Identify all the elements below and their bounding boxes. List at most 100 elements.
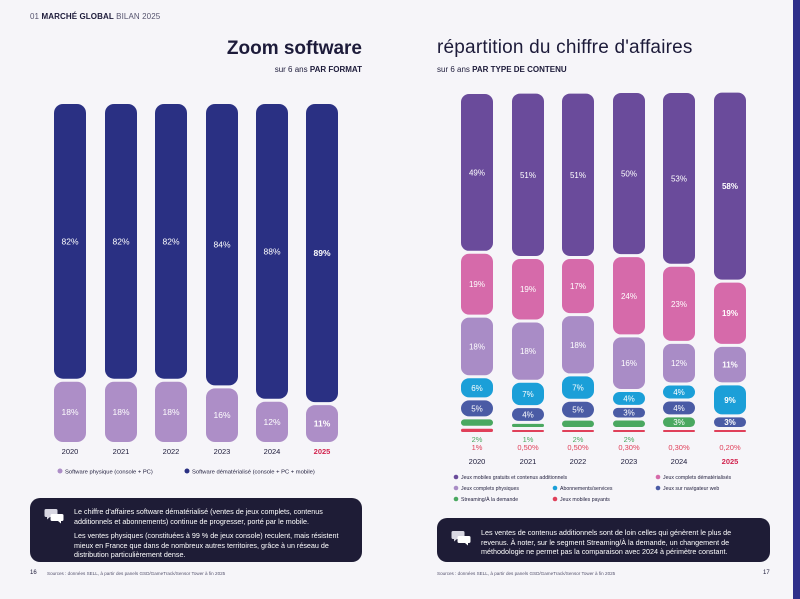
bar-streaming-a-la-demande-2020	[461, 419, 493, 426]
note-right-paragraph-1: Les ventes de contenus additionnels sont…	[481, 528, 732, 557]
data-label: 89%	[313, 248, 330, 258]
bar-software-dematerialise-console-pc-mobile-2020	[54, 104, 86, 379]
left-subtitle-bold: PAR FORMAT	[309, 65, 362, 74]
bar-jeux-sur-navigateur-web-2021	[512, 408, 544, 421]
bar-software-dematerialise-console-pc-mobile-2023	[206, 104, 238, 386]
legend-swatch	[57, 468, 63, 474]
bar-abonnements-services-2023	[613, 391, 645, 405]
data-label: 2%	[472, 435, 483, 444]
bar-jeux-complets-dematerialises-2021	[512, 258, 544, 320]
bar-jeux-mobiles-payants-2024	[663, 430, 695, 432]
bar-jeux-complets-physiques-2022	[562, 316, 594, 374]
data-label: 53%	[671, 174, 687, 183]
x-tick-label: 2025	[314, 447, 331, 456]
legend-swatch	[655, 474, 661, 480]
bar-software-physique-console-pc-2023	[206, 388, 238, 442]
data-label: 19%	[722, 309, 738, 318]
page-number-left: 16	[30, 570, 37, 576]
data-label: 88%	[263, 246, 280, 256]
legend-label: Jeux mobiles gratuits et contenus additi…	[461, 475, 568, 481]
x-tick-label: 2023	[214, 447, 231, 456]
data-label: 2%	[573, 435, 584, 444]
data-label: 4%	[673, 388, 685, 397]
right-subtitle-prefix: sur 6 ans	[437, 65, 473, 74]
section-title: MARCHÉ GLOBAL	[41, 12, 114, 21]
note-right: Les ventes de contenus additionnels sont…	[437, 518, 770, 562]
chat-bubbles-icon	[451, 531, 471, 546]
source-left: Sources : données SELL, à partir des pan…	[47, 571, 226, 576]
section-subtitle: BILAN 2025	[116, 12, 161, 21]
x-tick-label: 2021	[520, 457, 537, 466]
chat-bubbles-icon	[44, 509, 64, 524]
data-label: 0,30%	[618, 443, 640, 452]
source-right: Sources : données SELL, à partir des pan…	[437, 571, 616, 576]
bar-software-physique-console-pc-2021	[105, 381, 137, 442]
data-label: 82%	[112, 236, 129, 246]
legend-swatch	[453, 485, 459, 491]
bar-jeux-sur-navigateur-web-2022	[562, 401, 594, 418]
data-label: 4%	[522, 410, 534, 419]
data-label: 1%	[523, 435, 534, 444]
data-label: 0,50%	[567, 443, 589, 452]
x-tick-label: 2021	[113, 447, 130, 456]
x-tick-label: 2024	[671, 457, 688, 466]
right-chart-title: répartition du chiffre d'affaires	[437, 37, 693, 58]
data-label: 19%	[520, 285, 536, 294]
data-label: 3%	[623, 409, 635, 418]
legend-swatch	[453, 496, 459, 502]
x-tick-label: 2020	[469, 457, 486, 466]
data-label: 82%	[61, 236, 78, 246]
bar-jeux-sur-navigateur-web-2020	[461, 400, 493, 417]
note-left-paragraph-1: Le chiffre d'affaires software dématéria…	[74, 507, 323, 526]
right-chart-subtitle: sur 6 ans PAR TYPE DE CONTENU	[437, 65, 567, 74]
data-label: 16%	[213, 410, 230, 420]
data-label: 4%	[673, 404, 685, 413]
bar-jeux-complets-dematerialises-2022	[562, 258, 594, 314]
bar-jeux-complets-dematerialises-2024	[663, 266, 695, 341]
data-label: 5%	[471, 404, 483, 413]
x-tick-label: 2024	[264, 447, 281, 456]
legend-swatch	[453, 474, 459, 480]
legend-swatch	[184, 468, 190, 474]
legend-label: Software physique (console + PC)	[65, 470, 153, 476]
bar-streaming-a-la-demande-2022	[562, 420, 594, 427]
data-label: 18%	[162, 407, 179, 417]
data-label: 19%	[469, 280, 485, 289]
data-label: 12%	[671, 359, 687, 368]
bar-streaming-a-la-demande-2021	[512, 423, 544, 427]
bar-streaming-a-la-demande-2024	[663, 417, 695, 427]
data-label: 0,20%	[719, 443, 741, 452]
x-tick-label: 2023	[621, 457, 638, 466]
bar-jeux-mobiles-gratuits-et-contenus-additionnels-2024	[663, 92, 695, 264]
bar-abonnements-services-2025	[714, 385, 746, 415]
legend-label: Jeux complets physiques	[461, 486, 519, 492]
x-tick-label: 2022	[163, 447, 180, 456]
bar-abonnements-services-2024	[663, 385, 695, 399]
data-label: 51%	[570, 171, 586, 180]
bar-jeux-complets-physiques-2025	[714, 346, 746, 383]
bar-jeux-mobiles-payants-2022	[562, 430, 594, 432]
legend-swatch	[552, 485, 558, 491]
page-number-right: 17	[763, 570, 770, 576]
bar-abonnements-services-2021	[512, 382, 544, 406]
data-label: 16%	[621, 359, 637, 368]
x-tick-label: 2025	[722, 457, 739, 466]
data-label: 11%	[314, 419, 331, 429]
legend-label: Abonnements/services	[560, 486, 613, 492]
left-subtitle-prefix: sur 6 ans	[274, 65, 310, 74]
legend-label: Software dématérialisé (console + PC + m…	[192, 470, 315, 476]
data-label: 3%	[673, 418, 685, 427]
left-chart-title: Zoom software	[226, 38, 362, 59]
data-label: 7%	[522, 390, 534, 399]
bar-jeux-complets-physiques-2020	[461, 317, 493, 376]
bar-software-physique-console-pc-2024	[256, 401, 288, 442]
bar-software-dematerialise-console-pc-mobile-2024	[256, 104, 288, 399]
data-label: 17%	[570, 282, 586, 291]
page-header: 01 MARCHÉ GLOBAL BILAN 2025	[30, 12, 160, 21]
bar-jeux-complets-dematerialises-2020	[461, 253, 493, 315]
data-label: 82%	[162, 236, 179, 246]
data-label: 84%	[213, 240, 230, 250]
bar-software-physique-console-pc-2025	[306, 405, 338, 442]
data-label: 6%	[471, 384, 483, 393]
